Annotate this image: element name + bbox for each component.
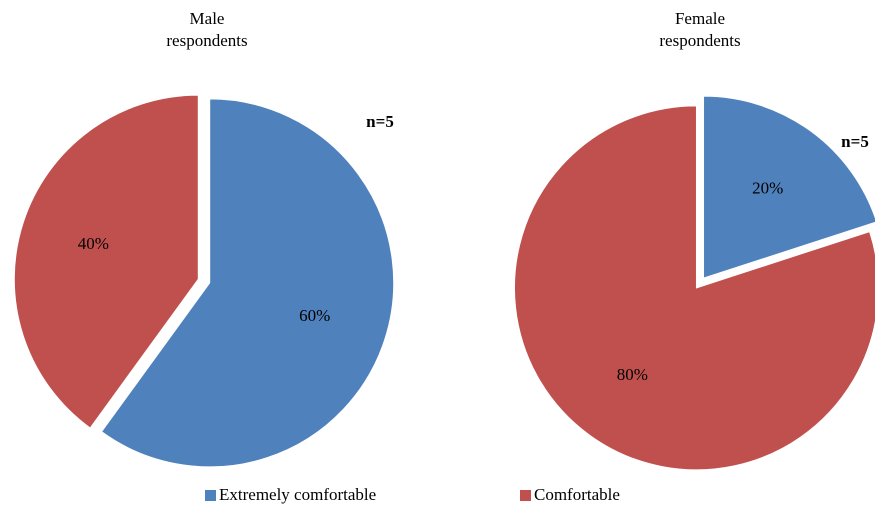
- data-label: 40%: [78, 234, 109, 253]
- chart-title: Female respondents: [659, 9, 741, 50]
- pie-slice: [703, 95, 875, 279]
- pie-slice: [13, 94, 199, 429]
- data-label: 20%: [752, 179, 783, 198]
- data-label: 60%: [299, 306, 330, 325]
- legend-swatch: [520, 490, 531, 501]
- legend-swatch: [205, 490, 216, 501]
- pie-slice: [514, 105, 875, 471]
- data-label: 80%: [617, 365, 648, 384]
- legend-label: Comfortable: [534, 485, 620, 504]
- annotation: n=5: [366, 112, 394, 131]
- pie-slice: [100, 98, 395, 468]
- legend-label: Extremely comfortable: [219, 485, 376, 504]
- annotation: n=5: [841, 132, 869, 151]
- chart-title: Male respondents: [166, 9, 248, 50]
